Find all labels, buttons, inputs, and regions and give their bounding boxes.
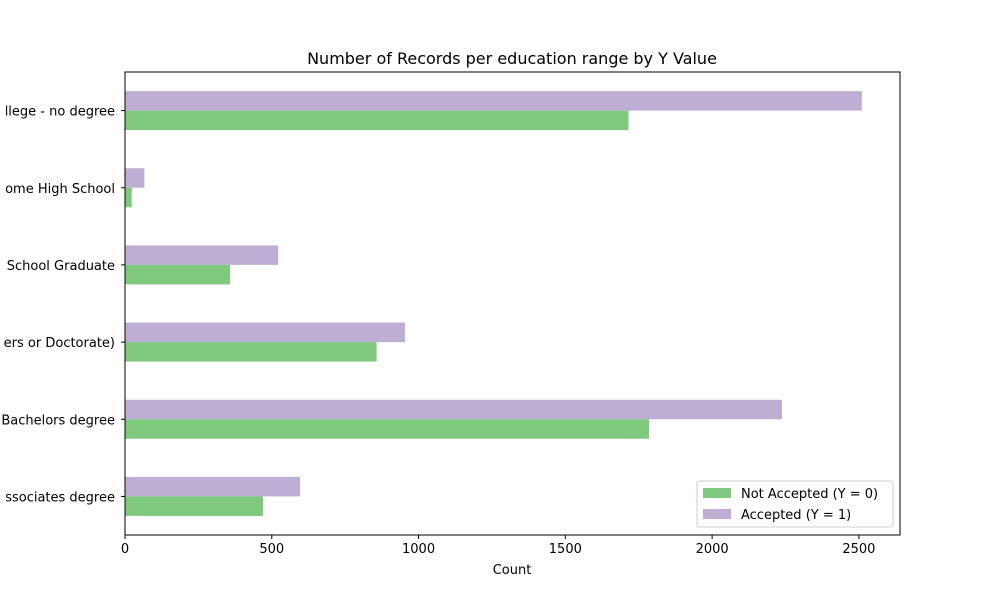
bar-accepted (125, 168, 145, 188)
y-tick-label: llege - no degree (5, 105, 115, 120)
x-axis-label: Count (493, 563, 532, 578)
legend-label: Accepted (Y = 1) (741, 508, 851, 523)
bar-accepted (125, 91, 862, 111)
plot-frame (124, 71, 901, 536)
x-tick-label: 1500 (549, 542, 582, 557)
legend-swatch (703, 488, 731, 498)
legend-label: Not Accepted (Y = 0) (741, 487, 878, 502)
bar-accepted (125, 399, 782, 420)
bar-not-accepted (125, 496, 263, 516)
x-tick-label: 500 (259, 542, 284, 557)
x-tick-label: 2000 (696, 542, 729, 557)
x-tick-label: 1000 (402, 542, 435, 557)
y-axis: llege - no degree ome High School School G… (1, 105, 125, 505)
bar-not-accepted (125, 264, 231, 285)
bar-not-accepted (125, 419, 650, 439)
y-tick-label: ome High School (5, 182, 115, 197)
y-tick-label: School Graduate (7, 259, 115, 274)
legend-box (696, 480, 894, 528)
bar-accepted (125, 245, 279, 265)
bar-accepted (125, 476, 300, 497)
bar-not-accepted (125, 110, 629, 131)
chart-title: Number of Records per education range by… (307, 49, 717, 68)
y-tick-label: ers or Doctorate) (4, 336, 115, 351)
x-axis: 0 500 1000 1500 2000 2500 (121, 535, 875, 557)
y-tick-label: Bachelors degree (1, 413, 115, 428)
x-tick-label: 0 (121, 542, 129, 557)
legend: Not Accepted (Y = 0) Accepted (Y = 1) (696, 480, 894, 528)
legend-swatch (703, 509, 731, 519)
bar-not-accepted (125, 342, 377, 362)
y-tick-label: ssociates degree (5, 490, 115, 505)
bar-not-accepted (125, 187, 132, 208)
bar-accepted (125, 322, 406, 343)
x-tick-label: 2500 (842, 542, 875, 557)
bars-group (125, 91, 862, 516)
